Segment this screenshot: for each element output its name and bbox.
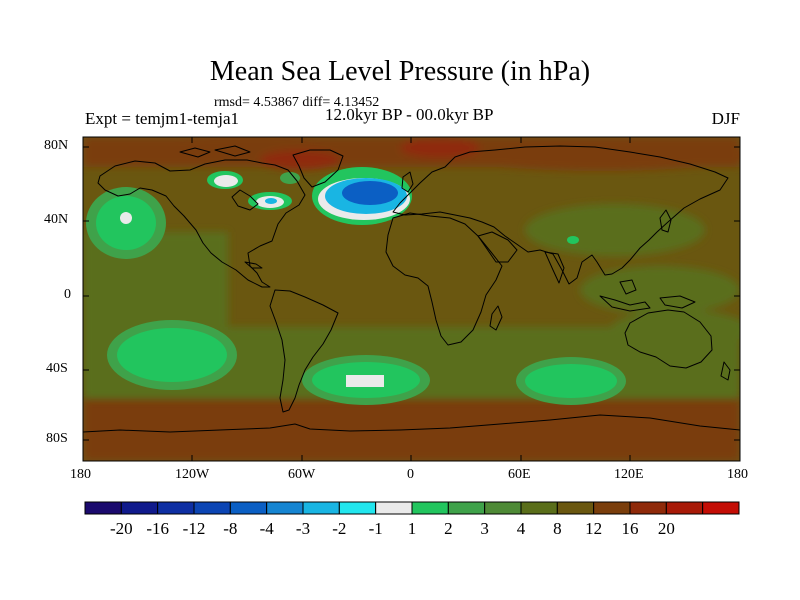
rmsd-diff-stats: rmsd= 4.53867 diff= 4.13452 — [214, 95, 380, 110]
colorbar-label: 4 — [516, 519, 526, 538]
colorbar-box — [556, 501, 595, 515]
colorbar-box — [157, 501, 195, 515]
colorbar-box — [484, 501, 522, 515]
chart-title: Mean Sea Level Pressure (in hPa) — [209, 56, 591, 87]
colorbar-box — [629, 501, 667, 515]
colorbar-box — [375, 501, 413, 515]
colorbar-box — [665, 501, 704, 515]
colorbar — [84, 501, 740, 515]
colorbar-box — [338, 501, 377, 515]
colorbar-label: -8 — [223, 519, 238, 538]
north-atlantic-low — [312, 167, 412, 225]
lon-label-60e: 60E — [508, 467, 531, 482]
colorbar-label: 20 — [657, 519, 675, 538]
colorbar-box — [593, 501, 631, 515]
colorbar-label: 1 — [407, 519, 417, 538]
period-label: 12.0kyr BP - 00.0kyr BP — [325, 105, 494, 124]
colorbar-label: 8 — [553, 519, 562, 538]
colorbar-label: -20 — [109, 519, 133, 538]
coastlines — [83, 145, 740, 433]
lon-label-60w: 60W — [288, 467, 316, 482]
lat-label-40n: 40N — [44, 212, 69, 227]
season-label: DJF — [711, 109, 740, 128]
lat-label-40s: 40S — [46, 361, 68, 376]
lon-label-0: 0 — [407, 467, 414, 482]
lon-label-180w: 180 — [70, 467, 91, 482]
colorbar-label: -16 — [146, 519, 169, 538]
colorbar-box — [302, 501, 340, 515]
colorbar-label: -1 — [368, 519, 383, 538]
map-field — [83, 137, 740, 461]
colorbar-box — [411, 501, 449, 515]
colorbar-label: -4 — [259, 519, 274, 538]
colorbar-label: 2 — [444, 519, 453, 538]
experiment-label: Expt = temjm1-temja1 — [85, 109, 240, 128]
colorbar-label: 16 — [621, 519, 639, 538]
colorbar-label: 3 — [480, 519, 489, 538]
lon-label-120w: 120W — [175, 467, 210, 482]
lon-label-120e: 120E — [614, 467, 644, 482]
colorbar-label: -12 — [182, 519, 206, 538]
lat-label-80s: 80S — [46, 431, 68, 446]
colorbar-box — [266, 501, 304, 515]
low-pressure-areas — [86, 187, 626, 405]
colorbar-box — [447, 501, 486, 515]
colorbar-box — [229, 501, 268, 515]
lat-label-80n: 80N — [44, 138, 69, 153]
laurentide-lows — [207, 171, 300, 210]
colorbar-label: 12 — [585, 519, 603, 538]
colorbar-box — [193, 501, 231, 515]
axis-ticks — [82, 137, 741, 461]
colorbar-label: -3 — [295, 519, 311, 538]
colorbar-box — [84, 501, 122, 515]
colorbar-box — [702, 501, 740, 515]
lat-label-0: 0 — [64, 287, 71, 302]
colorbar-box — [520, 501, 558, 515]
colorbar-box — [120, 501, 159, 515]
colorbar-label: -2 — [332, 519, 347, 538]
lon-label-180e: 180 — [727, 467, 748, 482]
